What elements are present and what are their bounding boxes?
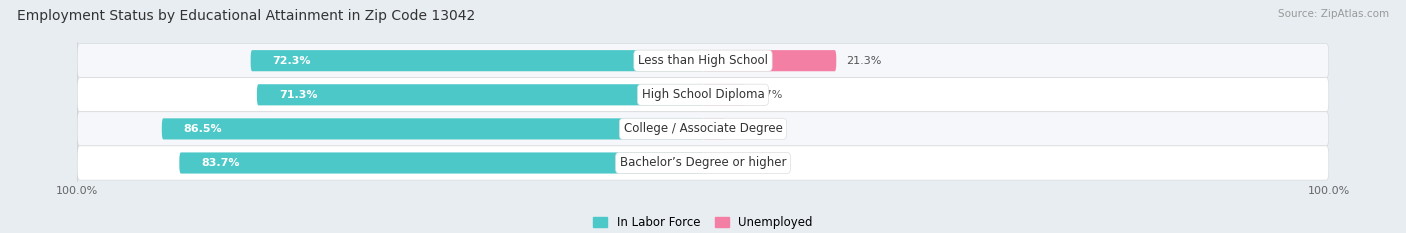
Text: 83.7%: 83.7% — [201, 158, 239, 168]
Text: 6.7%: 6.7% — [754, 90, 783, 100]
Text: 0.0%: 0.0% — [716, 158, 744, 168]
FancyBboxPatch shape — [162, 118, 703, 140]
Text: High School Diploma: High School Diploma — [641, 88, 765, 101]
FancyBboxPatch shape — [250, 50, 703, 71]
Text: 3.5%: 3.5% — [734, 124, 762, 134]
FancyBboxPatch shape — [77, 78, 1329, 112]
FancyBboxPatch shape — [703, 84, 745, 105]
FancyBboxPatch shape — [703, 152, 706, 174]
FancyBboxPatch shape — [180, 152, 703, 174]
Legend: In Labor Force, Unemployed: In Labor Force, Unemployed — [593, 216, 813, 229]
FancyBboxPatch shape — [77, 44, 1329, 78]
Text: College / Associate Degree: College / Associate Degree — [624, 122, 782, 135]
Text: Source: ZipAtlas.com: Source: ZipAtlas.com — [1278, 9, 1389, 19]
Text: 21.3%: 21.3% — [845, 56, 882, 66]
Text: 71.3%: 71.3% — [278, 90, 318, 100]
FancyBboxPatch shape — [77, 112, 1329, 146]
Text: 86.5%: 86.5% — [184, 124, 222, 134]
Text: Employment Status by Educational Attainment in Zip Code 13042: Employment Status by Educational Attainm… — [17, 9, 475, 23]
Text: Bachelor’s Degree or higher: Bachelor’s Degree or higher — [620, 157, 786, 169]
Text: Less than High School: Less than High School — [638, 54, 768, 67]
FancyBboxPatch shape — [257, 84, 703, 105]
Text: 72.3%: 72.3% — [273, 56, 311, 66]
FancyBboxPatch shape — [77, 146, 1329, 180]
FancyBboxPatch shape — [703, 50, 837, 71]
FancyBboxPatch shape — [703, 118, 725, 140]
